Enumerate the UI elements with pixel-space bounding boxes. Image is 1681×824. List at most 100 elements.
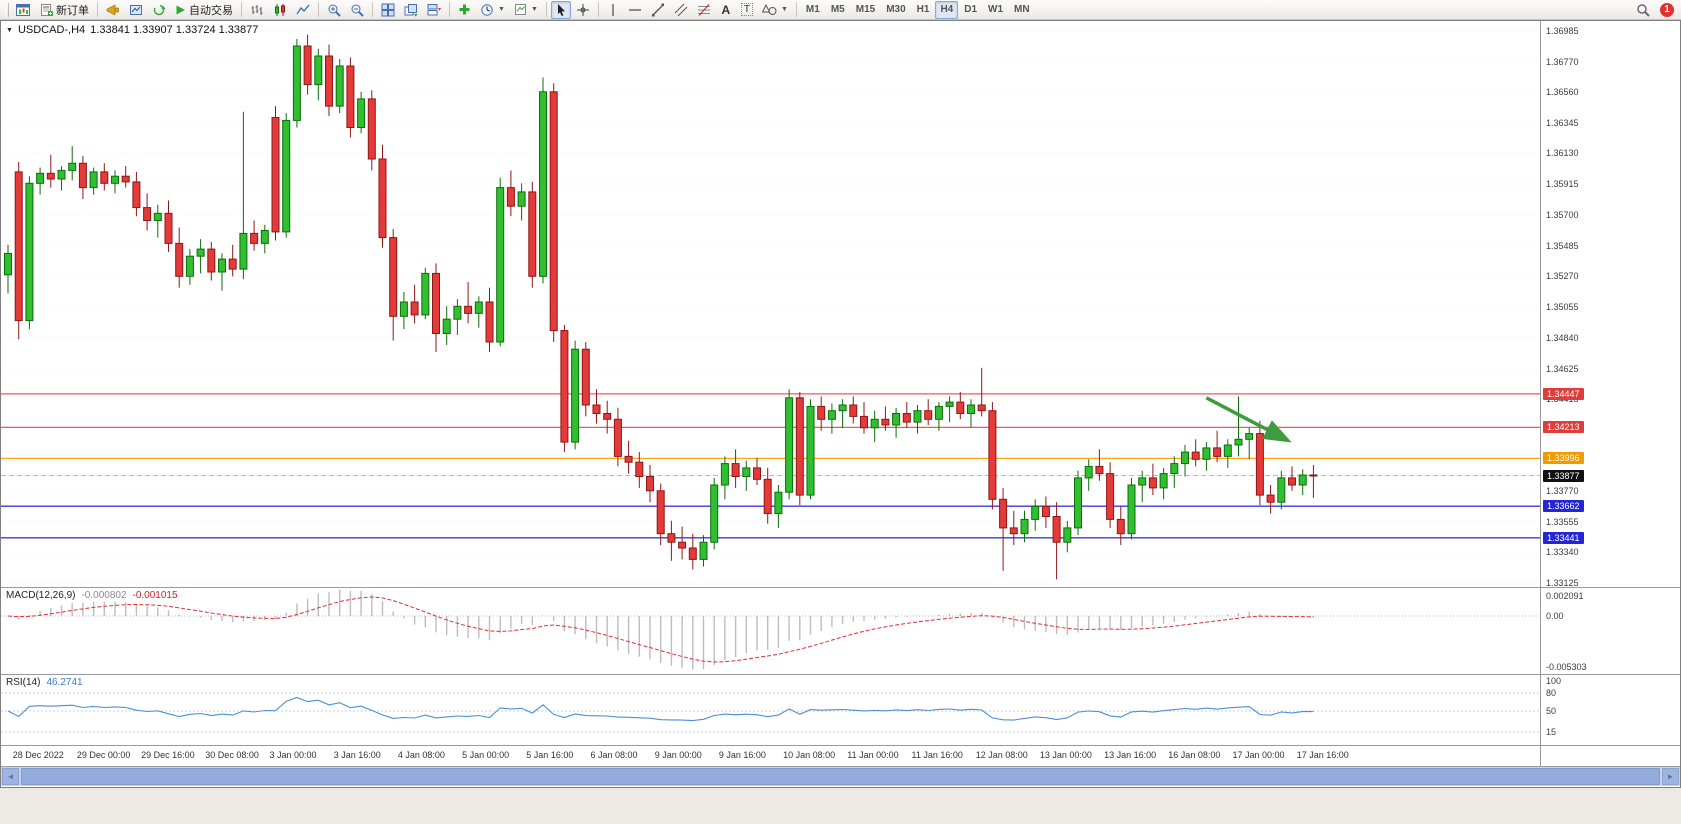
cascade-windows-icon [404, 3, 418, 17]
price-chart-area[interactable]: ▼ USDCAD-,H4 1.33841 1.33907 1.33724 1.3… [1, 21, 1540, 587]
tile-windows-icon [381, 3, 395, 16]
zoom-in-icon [328, 4, 341, 17]
axis-tick-label: 1.36130 [1546, 148, 1579, 159]
time-axis-label: 5 Jan 00:00 [462, 750, 510, 760]
axis-tick-label: 100 [1546, 676, 1562, 686]
scroll-right-arrow[interactable]: ► [1662, 768, 1679, 785]
templates-dropdown-button[interactable]: ▼ [510, 1, 542, 19]
zoom-in-button[interactable] [323, 1, 345, 19]
play-icon [176, 5, 185, 14]
fibonacci-icon [697, 3, 710, 16]
rsi-value: 46.2741 [46, 677, 83, 688]
timeframe-h4-button[interactable]: H4 [935, 0, 959, 19]
candlestick-plot [1, 30, 1540, 584]
time-axis-label: 16 Jan 08:00 [1168, 750, 1221, 760]
price-level-label: 1.34213 [1543, 421, 1584, 434]
fibonacci-button[interactable] [693, 1, 715, 19]
rsi-label: RSI(14) 46.2741 [6, 677, 83, 688]
trendline-button[interactable] [647, 1, 669, 19]
cursor-arrow-icon [557, 3, 565, 16]
timeframe-m15-button[interactable]: M15 [855, 4, 876, 15]
sync-button[interactable] [148, 1, 170, 19]
search-icon [1637, 3, 1650, 17]
auto-trading-button[interactable]: 自动交易 [171, 1, 237, 19]
price-axis[interactable]: 1.36985 1.36770 1.36560 1.36345 1.36130 1.359… [1540, 21, 1680, 587]
arrange-windows-button[interactable] [423, 1, 445, 19]
macd-chart-area[interactable]: MACD(12,26,9) -0.000802 -0.001015 [1, 588, 1540, 674]
shapes-dropdown-button[interactable]: ▼ [758, 1, 792, 19]
axis-tick-label: 1.33770 [1546, 485, 1579, 496]
chart-window-icon [16, 3, 30, 16]
main-toolbar: 新订单 自动交易 [0, 0, 1681, 20]
symbol-dropdown-icon[interactable]: ▼ [6, 26, 13, 34]
timeframe-mn-button[interactable]: MN [1014, 4, 1030, 15]
axis-tick-label: 0.002091 [1546, 590, 1584, 601]
scrollbar-thumb[interactable] [21, 768, 1660, 785]
toolbar-separator [318, 2, 319, 17]
expert-advisors-button[interactable] [102, 1, 124, 19]
toolbar-separator [795, 2, 797, 17]
axis-tick-label: 1.35270 [1546, 271, 1579, 282]
rsi-name: RSI(14) [6, 677, 41, 688]
notification-badge[interactable]: 1 [1660, 2, 1674, 17]
axis-corner [1540, 746, 1680, 766]
macd-axis[interactable]: 0.002091 0.00 -0.005303 [1540, 588, 1680, 674]
axis-tick-label: 1.36985 [1546, 26, 1579, 36]
horizontal-line-button[interactable] [624, 1, 646, 19]
chart-profiles-button[interactable] [125, 1, 147, 19]
rsi-chart-area[interactable]: RSI(14) 46.2741 [1, 675, 1540, 745]
textbox-button[interactable]: T [737, 1, 757, 19]
timeframe-m30-button[interactable]: M30 [886, 4, 906, 15]
axis-tick-label: 0.00 [1546, 611, 1564, 621]
toolbar-separator [372, 2, 373, 17]
text-a-icon: A [721, 2, 731, 17]
macd-pane-row: MACD(12,26,9) -0.000802 -0.001015 0.0020… [1, 587, 1680, 674]
scroll-left-arrow[interactable]: ◄ [2, 768, 19, 785]
new-template-button[interactable] [454, 1, 475, 19]
macd-label: MACD(12,26,9) -0.000802 -0.001015 [6, 590, 178, 601]
axis-tick-label: 15 [1546, 727, 1557, 737]
new-chart-button[interactable] [12, 1, 35, 19]
toolbar-separator [241, 2, 242, 17]
profiles-icon [130, 4, 142, 15]
timeframe-h1-button[interactable]: H1 [916, 4, 930, 15]
timeframe-d1-button[interactable]: D1 [964, 4, 978, 15]
time-axis-label: 5 Jan 16:00 [526, 750, 574, 760]
timeframe-m5-button[interactable]: M5 [830, 4, 845, 15]
template-icon [514, 4, 526, 15]
axis-tick-label: 1.34625 [1546, 363, 1579, 374]
caret-down-icon: ▼ [530, 6, 538, 13]
rsi-axis[interactable]: 100 80 50 15 [1540, 675, 1680, 745]
macd-plot [1, 589, 1540, 670]
line-view-button[interactable] [292, 1, 314, 19]
bars-view-button[interactable] [246, 1, 268, 19]
axis-tick-label: 1.33340 [1546, 547, 1579, 558]
time-axis-label: 11 Jan 00:00 [847, 750, 899, 760]
trendline-icon [651, 3, 664, 16]
crosshair-button[interactable] [572, 1, 594, 19]
auto-trading-label: 自动交易 [189, 4, 233, 17]
candles-view-button[interactable] [269, 1, 291, 19]
zoom-out-icon [351, 4, 364, 17]
search-button[interactable] [1632, 1, 1654, 19]
price-level-label: 1.34447 [1543, 387, 1584, 400]
cascade-windows-button[interactable] [400, 1, 422, 19]
time-axis[interactable]: 28 Dec 2022 29 Dec 00:00 29 Dec 16:00 30 De… [1, 746, 1540, 766]
channel-button[interactable] [670, 1, 692, 19]
periods-dropdown-button[interactable]: ▼ [476, 1, 509, 19]
plus-icon [459, 4, 470, 15]
cursor-button[interactable] [550, 0, 571, 19]
toolbar-grip[interactable] [5, 2, 9, 17]
tile-windows-button[interactable] [377, 1, 399, 19]
timeframe-w1-button[interactable]: W1 [988, 4, 1004, 15]
timeframe-m1-button[interactable]: M1 [805, 4, 820, 15]
horizontal-scrollbar[interactable]: ◄ ► [1, 766, 1680, 786]
time-axis-label: 28 Dec 2022 [12, 750, 64, 760]
text-button[interactable]: A [716, 1, 736, 19]
vertical-line-button[interactable] [603, 1, 623, 19]
new-order-button[interactable]: 新订单 [36, 1, 93, 19]
zoom-out-button[interactable] [346, 1, 368, 19]
horizontal-line-icon [628, 8, 641, 11]
line-chart-icon [296, 4, 310, 14]
price-level-label: 1.33877 [1543, 469, 1584, 482]
